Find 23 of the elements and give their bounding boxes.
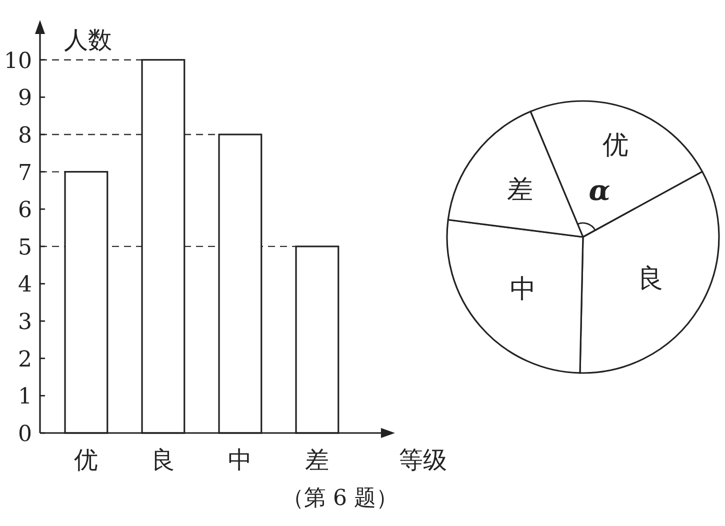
slice-label: 差 <box>507 175 534 206</box>
text: （第 6 题） <box>282 486 398 511</box>
y-tick-label: 4 <box>18 272 32 298</box>
text: α <box>588 174 610 207</box>
y-tick-label: 3 <box>18 310 32 336</box>
x-tick-label: 差 <box>305 446 330 474</box>
x-axis-title: 等级 <box>398 446 447 474</box>
y-tick-label: 8 <box>18 123 32 148</box>
slice-label: 优 <box>602 130 628 161</box>
y-tick-label: 5 <box>18 235 32 260</box>
x-tick-label: 良 <box>151 446 176 474</box>
slice-label: 中 <box>510 274 536 304</box>
x-tick-label: 优 <box>74 446 98 474</box>
y-axis-title: 人数 <box>64 26 112 54</box>
y-tick-label: 10 <box>4 48 32 74</box>
slice-label: 良 <box>637 264 664 294</box>
y-tick-label: 2 <box>18 347 32 372</box>
x-tick-label: 中 <box>228 446 252 474</box>
y-tick-label: 6 <box>18 198 32 224</box>
y-tick-label: 1 <box>18 384 32 410</box>
y-tick-label: 7 <box>18 160 32 186</box>
y-tick-label: 9 <box>18 86 32 112</box>
y-tick-label: 0 <box>18 422 32 447</box>
